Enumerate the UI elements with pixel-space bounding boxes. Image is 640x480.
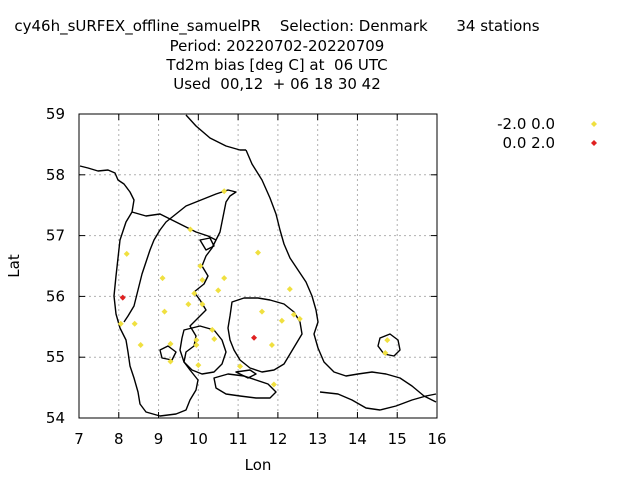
chart-title-line-1: cy46h_sURFEX_offline_samuelPR Selection:… — [14, 17, 540, 35]
data-point-series-1 — [185, 301, 192, 308]
data-point-series-1 — [258, 308, 265, 315]
y-tick-label: 55 — [46, 348, 65, 366]
data-point-series-1 — [286, 286, 293, 293]
y-tick-label: 57 — [46, 227, 65, 245]
legend-marker-1 — [591, 121, 597, 127]
data-point-series-1 — [215, 287, 222, 294]
data-point-series-1 — [159, 275, 166, 282]
data-point-series-2 — [119, 294, 126, 301]
data-point-series-1 — [123, 250, 130, 257]
chart-title-line-4: Used 00,12 + 06 18 30 42 — [173, 75, 381, 93]
data-point-series-1 — [209, 326, 216, 333]
data-point-series-1 — [195, 362, 202, 369]
axis-ticks — [78, 113, 438, 419]
data-point-series-1 — [237, 363, 244, 370]
legend: -2.0 0.00.0 2.0 — [497, 115, 597, 152]
data-point-series-1 — [161, 308, 168, 315]
axis-tick-labels: 7 8 9 10 11 12 13 14 15 16 54 55 56 57 58 59 — [46, 105, 447, 448]
data-point-series-1 — [221, 188, 228, 195]
x-tick-label: 15 — [388, 430, 407, 448]
x-tick-label: 14 — [348, 430, 367, 448]
plot-frame — [78, 113, 438, 419]
data-point-series-1 — [211, 335, 218, 342]
legend-marker-2 — [591, 140, 597, 146]
data-point-series-1 — [191, 290, 198, 297]
y-tick-label: 58 — [46, 166, 65, 184]
data-point-series-1 — [199, 276, 206, 283]
data-point-series-1 — [137, 342, 144, 349]
data-point-series-1 — [384, 337, 391, 344]
y-tick-label: 54 — [46, 409, 65, 427]
coastline-map — [79, 114, 437, 417]
data-point-series-1 — [270, 381, 277, 388]
y-axis-label: Lat — [5, 254, 23, 278]
x-tick-label: 13 — [308, 430, 327, 448]
x-tick-label: 10 — [189, 430, 208, 448]
data-point-series-1 — [167, 358, 174, 365]
data-point-series-1 — [278, 317, 285, 324]
data-point-series-1 — [296, 315, 303, 322]
data-point-series-1 — [193, 337, 200, 344]
data-point-series-1 — [290, 311, 297, 318]
x-tick-label: 8 — [114, 430, 124, 448]
data-point-series-2 — [251, 334, 258, 341]
y-tick-label: 56 — [46, 287, 65, 305]
data-point-series-1 — [187, 226, 194, 233]
x-axis-label: Lon — [245, 456, 272, 474]
data-point-series-1 — [221, 275, 228, 282]
x-tick-label: 16 — [427, 430, 446, 448]
y-tick-label: 59 — [46, 105, 65, 123]
chart-title-line-2: Period: 20220702-20220709 — [169, 37, 385, 55]
x-tick-label: 11 — [229, 430, 248, 448]
data-point-series-1 — [117, 320, 124, 327]
legend-label-2: 0.0 2.0 — [503, 134, 555, 152]
x-tick-label: 7 — [74, 430, 84, 448]
data-point-series-1 — [167, 340, 174, 347]
data-point-series-1 — [197, 263, 204, 269]
legend-label-1: -2.0 0.0 — [497, 115, 555, 133]
data-point-series-1 — [199, 301, 206, 308]
x-tick-label: 12 — [268, 430, 287, 448]
data-points — [117, 188, 391, 388]
data-point-series-1 — [131, 320, 138, 327]
chart-title-line-3: Td2m bias [deg C] at 06 UTC — [166, 56, 388, 74]
data-point-series-1 — [268, 342, 275, 349]
data-point-series-1 — [255, 249, 261, 256]
data-point-series-1 — [193, 342, 200, 349]
data-point-series-1 — [382, 349, 389, 356]
x-tick-label: 9 — [154, 430, 164, 448]
